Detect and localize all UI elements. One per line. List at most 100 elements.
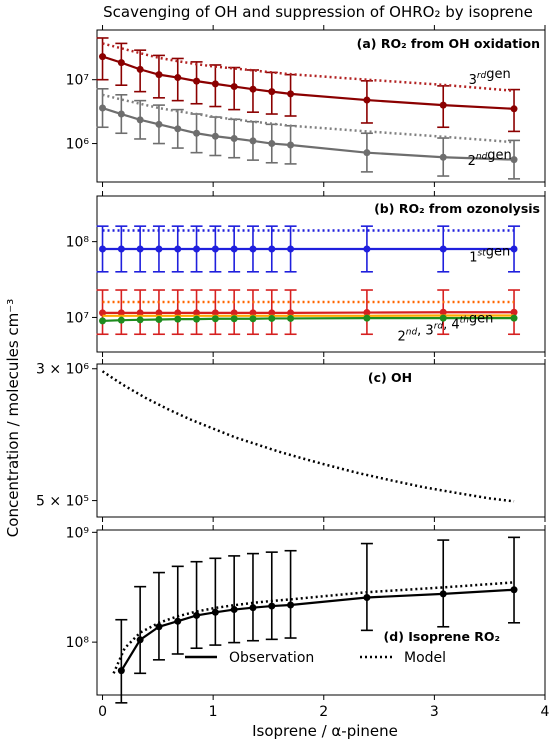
data-point (99, 309, 107, 317)
data-point (268, 140, 276, 148)
data-point (249, 604, 257, 612)
data-point (363, 149, 371, 157)
series (96, 289, 521, 336)
y-axis-label: Concentration / molecules cm⁻³ (4, 299, 22, 537)
series-annotation: 3rdgen (469, 67, 511, 88)
series (96, 37, 521, 133)
data-point (155, 623, 163, 631)
y-tick-label: 3 × 10⁶ (36, 362, 89, 378)
data-point (211, 80, 219, 88)
data-point (510, 105, 518, 113)
series-line (102, 106, 515, 161)
panel-2: 10⁷ 10⁸ (b) RO₂ from ozonolysis 1stgen 2nd, … (66, 191, 546, 357)
data-point (174, 125, 182, 133)
data-point (211, 608, 219, 616)
x-tick-label: 1 (209, 704, 218, 720)
y-tick-label: 10⁶ (66, 137, 90, 153)
data-point (268, 88, 276, 96)
series (96, 225, 521, 273)
series (96, 88, 521, 180)
data-point (287, 141, 295, 149)
series (102, 93, 515, 144)
series (101, 370, 515, 503)
data-point (193, 245, 201, 253)
panel-1: 10⁶ 10⁷ (a) RO₂ from OH oxidation 3rdgen 2nd… (66, 25, 546, 187)
data-point (439, 308, 447, 316)
data-point (193, 611, 201, 619)
data-point (136, 245, 144, 253)
data-point (230, 315, 238, 323)
data-point (174, 309, 182, 317)
data-point (136, 65, 144, 73)
data-point (287, 90, 295, 98)
series-line (101, 370, 515, 503)
data-point (99, 53, 107, 61)
data-point (174, 74, 182, 82)
data-point (230, 83, 238, 91)
data-point (249, 85, 257, 93)
data-point (230, 134, 238, 142)
data-point (193, 309, 201, 317)
data-point (439, 101, 447, 109)
data-point (99, 317, 107, 325)
panels-group: 10⁶ 10⁷ (a) RO₂ from OH oxidation 3rdgen 2nd… (36, 25, 550, 720)
figure-title: Scavenging of OH and suppression of OHRO… (103, 3, 533, 21)
data-point (155, 315, 163, 323)
data-point (249, 315, 257, 323)
data-point (510, 586, 518, 594)
data-point (117, 245, 125, 253)
model-line (112, 581, 515, 674)
panel-frame (96, 529, 546, 696)
data-point (193, 315, 201, 323)
data-point (155, 71, 163, 79)
panel-label: (b) RO₂ from ozonolysis (374, 201, 540, 216)
panel-3: 5 × 10⁵ 3 × 10⁶ (c) OH (36, 359, 546, 522)
data-point (268, 314, 276, 322)
panel-label: (a) RO₂ from OH oxidation (357, 36, 540, 51)
data-point (117, 667, 125, 675)
data-point (174, 617, 182, 625)
y-tick-label: 10⁸ (66, 635, 90, 651)
y-tick-label: 10⁷ (66, 310, 89, 326)
panel-frame (96, 29, 546, 183)
data-point (249, 309, 257, 317)
data-point (439, 590, 447, 598)
data-point (230, 309, 238, 317)
data-point (249, 137, 257, 145)
data-point (230, 245, 238, 253)
data-point (439, 153, 447, 161)
data-point (117, 316, 125, 324)
legend-label: Model (404, 650, 446, 666)
data-point (249, 245, 257, 253)
y-tick-label: 10⁷ (66, 73, 89, 89)
data-point (211, 309, 219, 317)
series (115, 536, 521, 704)
data-point (211, 245, 219, 253)
data-point (211, 315, 219, 323)
panel-label: (c) OH (368, 370, 412, 385)
series-line (102, 311, 515, 314)
panel-frame (96, 363, 546, 518)
y-tick-label: 10⁹ (66, 525, 90, 541)
data-point (174, 315, 182, 323)
series-line (102, 93, 515, 144)
data-point (136, 309, 144, 317)
data-point (211, 132, 219, 140)
data-point (439, 314, 447, 322)
panel-label: (d) Isoprene RO₂ (384, 629, 500, 644)
data-point (268, 602, 276, 610)
legend-label: Observation (229, 650, 314, 666)
data-point (174, 245, 182, 253)
y-tick-label: 10⁸ (66, 235, 90, 251)
data-point (287, 309, 295, 317)
series-line (102, 55, 515, 110)
data-point (136, 636, 144, 644)
data-point (193, 77, 201, 85)
data-point (136, 116, 144, 124)
data-point (287, 314, 295, 322)
data-point (363, 309, 371, 317)
series-annotation: 2nd, 3rd, 4thgen (397, 311, 493, 344)
data-point (99, 245, 107, 253)
data-point (99, 104, 107, 112)
